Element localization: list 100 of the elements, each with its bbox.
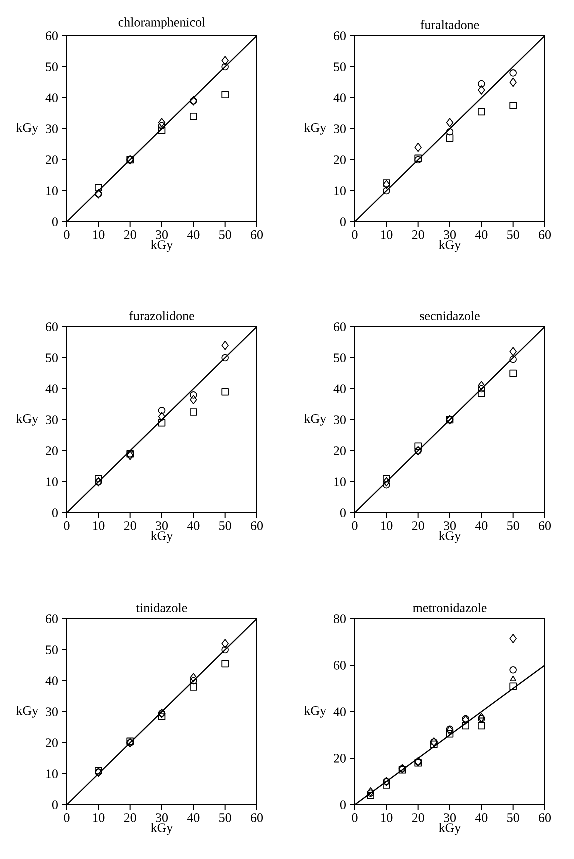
y-tick-label: 0 xyxy=(52,508,58,518)
point xyxy=(446,726,454,734)
x-tick-label: 10 xyxy=(381,814,393,822)
point xyxy=(95,184,102,192)
x-axis-title: kGy xyxy=(439,531,462,543)
x-tick-label: 20 xyxy=(412,230,424,240)
point xyxy=(158,407,166,414)
point xyxy=(478,108,486,116)
y-tick-label: 0 xyxy=(340,218,346,226)
point xyxy=(446,730,454,738)
point xyxy=(367,792,374,800)
point xyxy=(367,788,374,797)
y-tick-label: 60 xyxy=(334,32,346,40)
y-tick-label: 30 xyxy=(46,124,58,134)
x-tick-label: 20 xyxy=(412,814,424,822)
point xyxy=(478,385,486,393)
y-axis-title: kGy xyxy=(16,123,39,135)
point xyxy=(190,684,198,691)
point xyxy=(222,388,229,396)
x-tick-label: 50 xyxy=(220,230,232,240)
y-tick-label: 60 xyxy=(334,322,346,332)
y-axis-title: kGy xyxy=(16,706,39,718)
y-axis-title: kGy xyxy=(304,706,327,718)
point xyxy=(158,118,166,128)
point xyxy=(430,740,438,748)
y-tick-label: 50 xyxy=(334,62,346,72)
point xyxy=(414,442,422,450)
point xyxy=(510,70,517,77)
x-tick-label: 60 xyxy=(539,522,552,530)
point xyxy=(222,340,229,350)
y-tick-label: 40 xyxy=(334,94,346,102)
x-tick-label: 30 xyxy=(156,230,168,240)
x-tick-label: 60 xyxy=(251,522,264,530)
x-tick-label: 50 xyxy=(508,522,520,530)
x-axis-title: kGy xyxy=(151,823,174,835)
y-tick-label: 10 xyxy=(46,186,58,196)
x-tick-label: 60 xyxy=(251,814,264,822)
y-tick-label: 0 xyxy=(340,508,346,518)
point xyxy=(383,180,390,187)
point xyxy=(510,682,517,690)
x-tick-label: 0 xyxy=(64,814,70,822)
y-tick-label: 30 xyxy=(46,708,58,716)
x-tick-label: 0 xyxy=(352,522,358,530)
x-tick-label: 40 xyxy=(187,814,200,822)
y-tick-label: 50 xyxy=(46,354,58,362)
chart-title: secnidazole xyxy=(420,311,480,320)
point xyxy=(383,477,390,487)
y-tick-label: 0 xyxy=(52,800,58,810)
point xyxy=(158,122,166,130)
y-tick-label: 30 xyxy=(334,416,346,424)
x-tick-label: 60 xyxy=(539,814,552,822)
x-tick-label: 10 xyxy=(381,230,393,240)
point xyxy=(510,676,517,682)
y-axis-title: kGy xyxy=(16,414,39,426)
y-axis-title: kGy xyxy=(304,414,327,426)
y-axis-title: kGy xyxy=(304,123,327,135)
point xyxy=(190,677,198,685)
x-tick-label: 20 xyxy=(124,814,136,822)
y-tick-label: 40 xyxy=(46,384,58,394)
point xyxy=(158,419,166,427)
y-tick-label: 50 xyxy=(334,354,346,362)
y-tick-label: 0 xyxy=(340,800,346,810)
y-tick-label: 40 xyxy=(46,676,58,686)
x-axis-title: kGy xyxy=(151,531,174,543)
x-tick-label: 10 xyxy=(93,814,105,822)
point xyxy=(222,639,229,648)
x-tick-label: 40 xyxy=(475,522,488,530)
x-axis-title: kGy xyxy=(151,240,174,252)
point xyxy=(190,392,198,399)
point xyxy=(478,390,486,398)
point xyxy=(446,726,454,736)
y-tick-label: 10 xyxy=(46,478,58,486)
x-tick-label: 10 xyxy=(381,522,393,530)
x-tick-label: 30 xyxy=(156,522,168,530)
point xyxy=(190,395,198,404)
x-tick-label: 0 xyxy=(64,522,70,530)
x-tick-label: 30 xyxy=(156,814,168,822)
point xyxy=(95,475,102,483)
y-tick-label: 20 xyxy=(46,446,58,456)
chart-title: tinidazole xyxy=(136,603,188,612)
point xyxy=(510,666,517,674)
point xyxy=(478,712,485,719)
x-axis-title: kGy xyxy=(439,240,462,252)
x-tick-label: 30 xyxy=(444,522,456,530)
x-tick-label: 40 xyxy=(475,230,488,240)
x-tick-label: 50 xyxy=(220,522,232,530)
point xyxy=(222,91,229,99)
x-tick-label: 30 xyxy=(444,230,456,240)
x-tick-label: 40 xyxy=(187,230,200,240)
y-tick-label: 10 xyxy=(334,186,346,196)
point xyxy=(478,86,486,95)
x-axis-title: kGy xyxy=(439,823,462,835)
y-tick-label: 50 xyxy=(46,62,58,72)
point xyxy=(462,722,470,730)
point xyxy=(383,475,390,483)
point xyxy=(383,481,390,489)
y-tick-label: 20 xyxy=(46,156,58,164)
point xyxy=(510,370,517,378)
point xyxy=(446,128,454,136)
x-tick-label: 10 xyxy=(93,522,105,530)
